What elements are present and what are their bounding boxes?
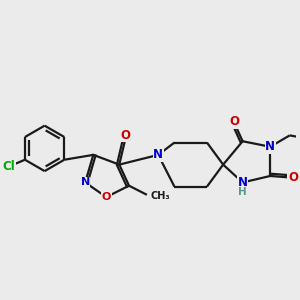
Text: H: H	[238, 187, 246, 196]
Text: Cl: Cl	[2, 160, 15, 173]
Text: O: O	[121, 129, 131, 142]
Text: N: N	[81, 178, 90, 188]
Text: N: N	[265, 140, 275, 153]
Text: O: O	[102, 192, 111, 202]
Text: O: O	[230, 115, 239, 128]
Text: O: O	[288, 171, 298, 184]
Text: N: N	[238, 176, 248, 189]
Text: N: N	[153, 148, 163, 161]
Text: CH₃: CH₃	[151, 191, 170, 201]
